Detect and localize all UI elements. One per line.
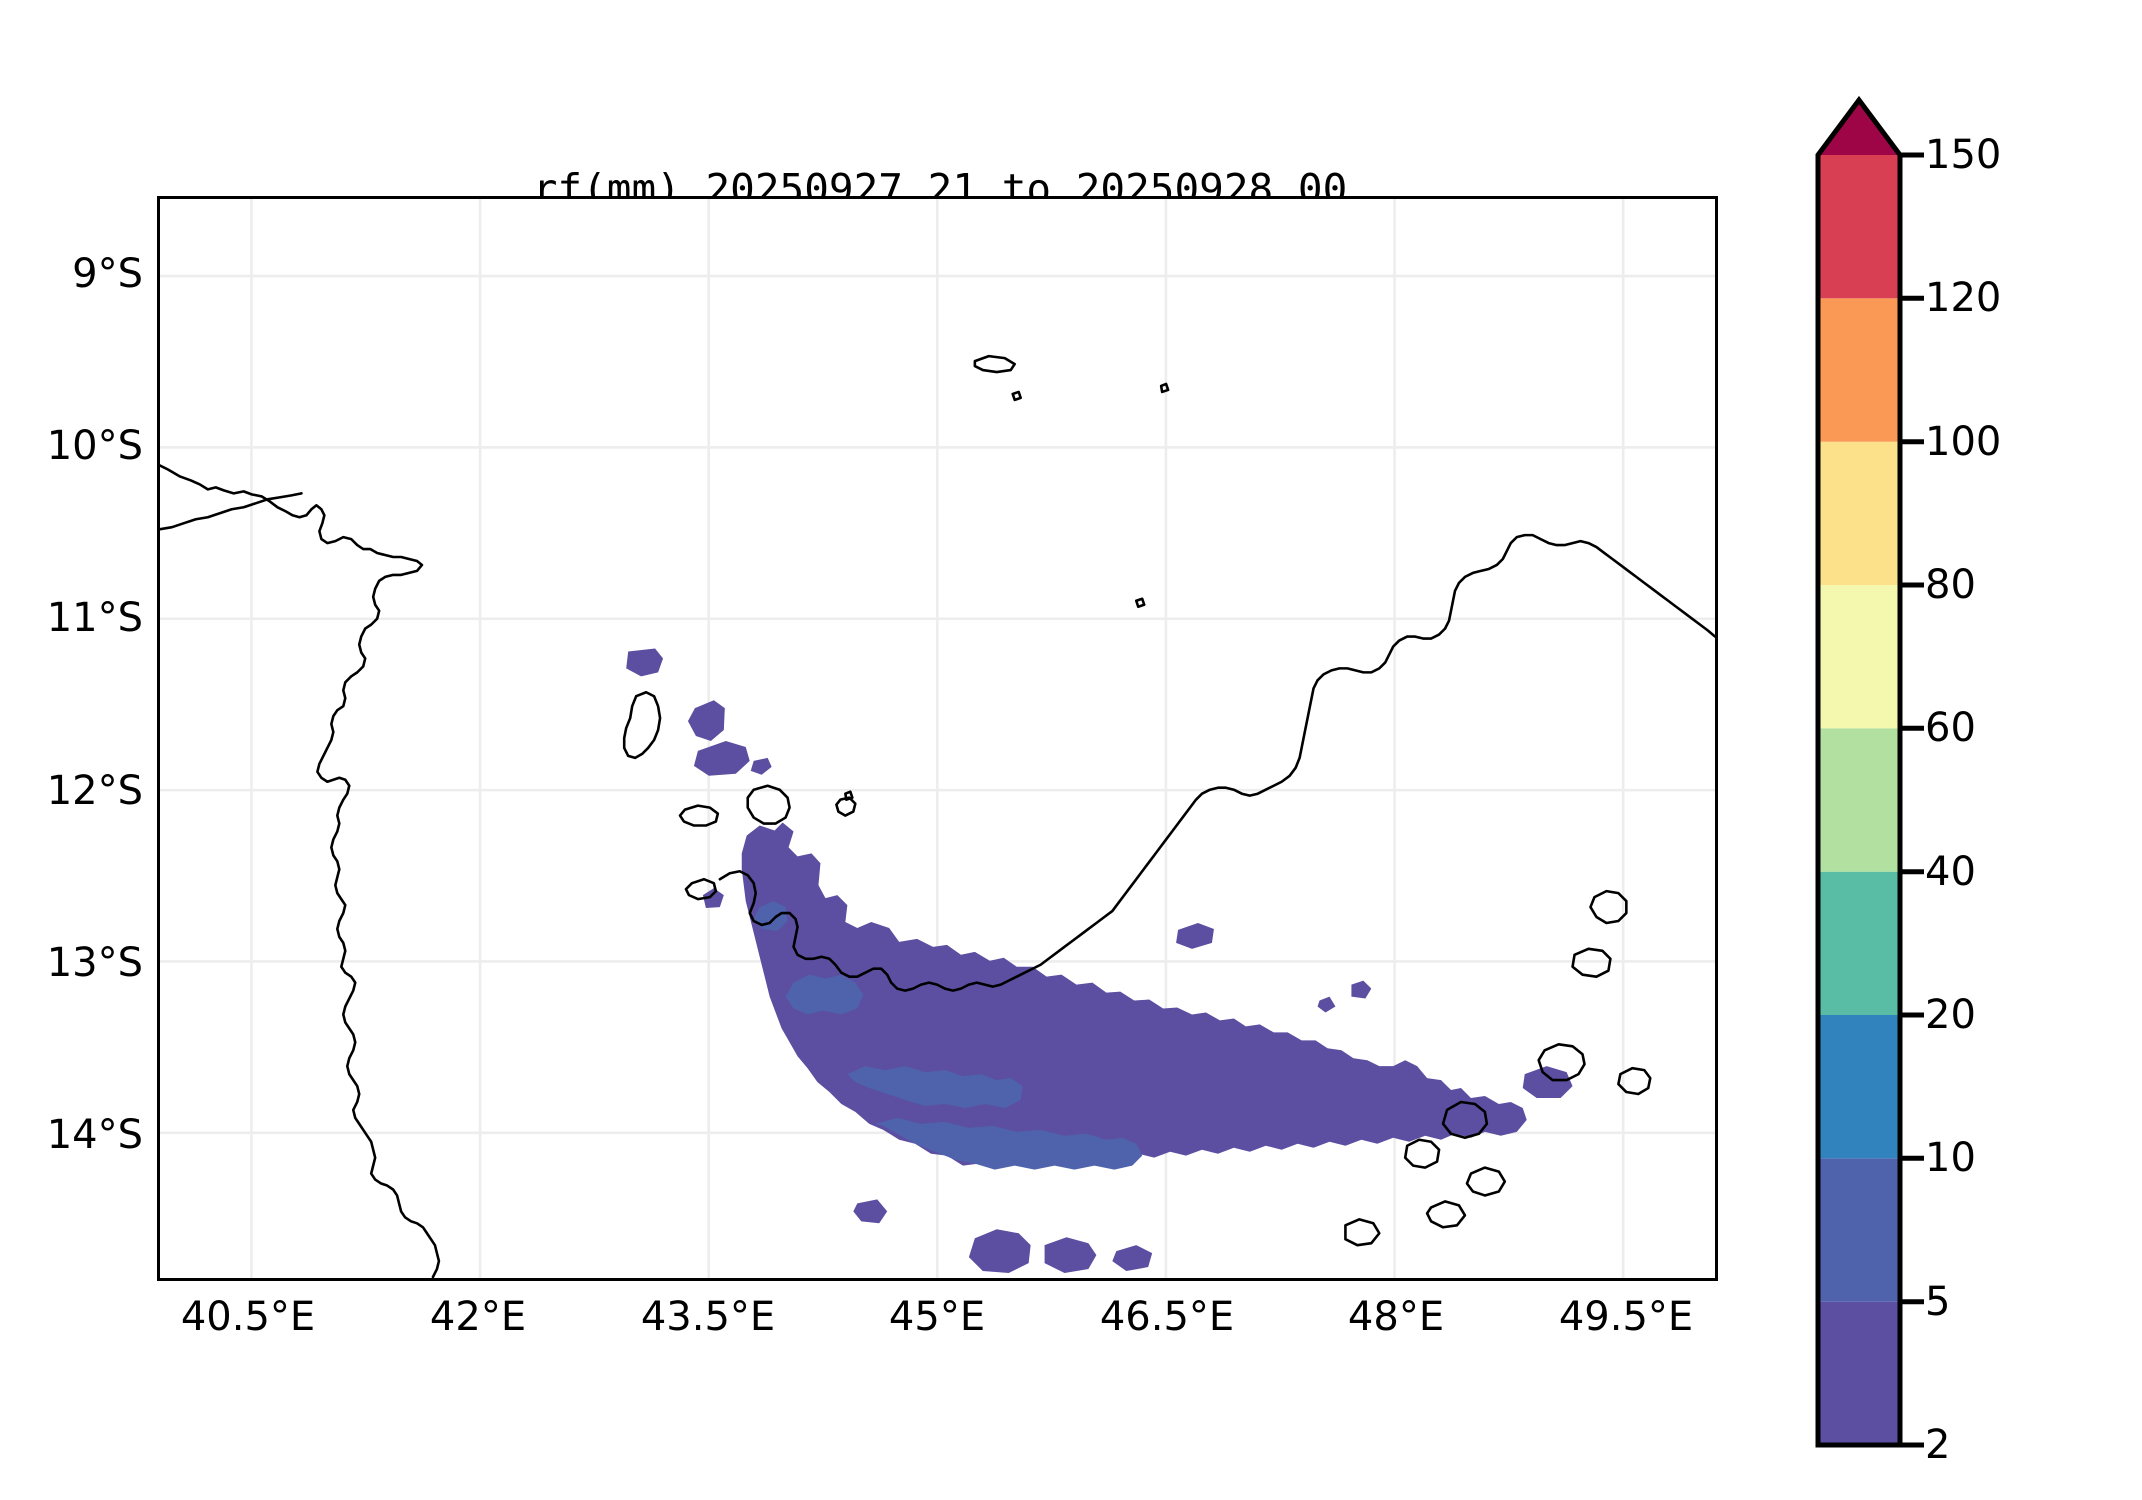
colorbar-extend-arrow bbox=[1818, 100, 1900, 155]
coastlines bbox=[160, 354, 1715, 1278]
xtick-label-3: 45°E bbox=[888, 1294, 986, 1340]
xtick-label-0: 40.5°E bbox=[180, 1294, 316, 1340]
map-axes bbox=[157, 196, 1718, 1281]
colorbar-tick-label-40: 40 bbox=[1925, 849, 1976, 895]
colorbar-band-40-60 bbox=[1818, 728, 1900, 872]
colorbar-bands bbox=[1818, 100, 1900, 1445]
colorbar-band-80-100 bbox=[1818, 441, 1900, 585]
xtick-label-5: 48°E bbox=[1347, 1294, 1445, 1340]
ytick-label-2: 11°S bbox=[46, 595, 143, 641]
colorbar-band-60-80 bbox=[1818, 585, 1900, 729]
colorbar-tick-label-5: 5 bbox=[1925, 1279, 1951, 1325]
ytick-label-0: 9°S bbox=[72, 251, 143, 297]
colorbar-band-10-20 bbox=[1818, 1015, 1900, 1159]
xtick-label-6: 49.5°E bbox=[1558, 1294, 1694, 1340]
colorbar-band-5-10 bbox=[1818, 1158, 1900, 1302]
colorbar-outline bbox=[1815, 95, 1903, 1448]
xtick-label-4: 46.5°E bbox=[1099, 1294, 1235, 1340]
colorbar-tick-label-120: 120 bbox=[1925, 275, 2002, 321]
colorbar-band-120-150 bbox=[1818, 155, 1900, 299]
colorbar-ticks bbox=[1900, 152, 1924, 1448]
rainfall-contour-band-5-10 bbox=[753, 901, 1143, 1170]
colorbar-band-100-120 bbox=[1818, 298, 1900, 442]
colorbar-tick-label-2: 2 bbox=[1925, 1422, 1951, 1468]
colorbar-tick-label-10: 10 bbox=[1925, 1135, 1976, 1181]
ytick-label-3: 12°S bbox=[46, 768, 143, 814]
map-clip-region bbox=[160, 199, 1715, 1278]
colorbar-band-2-5 bbox=[1818, 1301, 1900, 1445]
xtick-label-2: 43.5°E bbox=[640, 1294, 776, 1340]
colorbar-tick-label-20: 20 bbox=[1925, 992, 1976, 1038]
ytick-label-5: 14°S bbox=[46, 1112, 143, 1158]
colorbar-tick-label-150: 150 bbox=[1925, 132, 2002, 178]
xtick-label-1: 42°E bbox=[429, 1294, 527, 1340]
map-plot-svg bbox=[160, 199, 1715, 1278]
colorbar-band-20-40 bbox=[1818, 871, 1900, 1015]
colorbar-tick-label-60: 60 bbox=[1925, 705, 1976, 751]
ytick-label-4: 13°S bbox=[46, 940, 143, 986]
colorbar-tick-label-100: 100 bbox=[1925, 419, 2002, 465]
colorbar-svg bbox=[1815, 95, 1924, 1448]
colorbar bbox=[1815, 95, 1924, 1448]
ytick-label-1: 10°S bbox=[46, 423, 143, 469]
colorbar-tick-label-80: 80 bbox=[1925, 562, 1976, 608]
